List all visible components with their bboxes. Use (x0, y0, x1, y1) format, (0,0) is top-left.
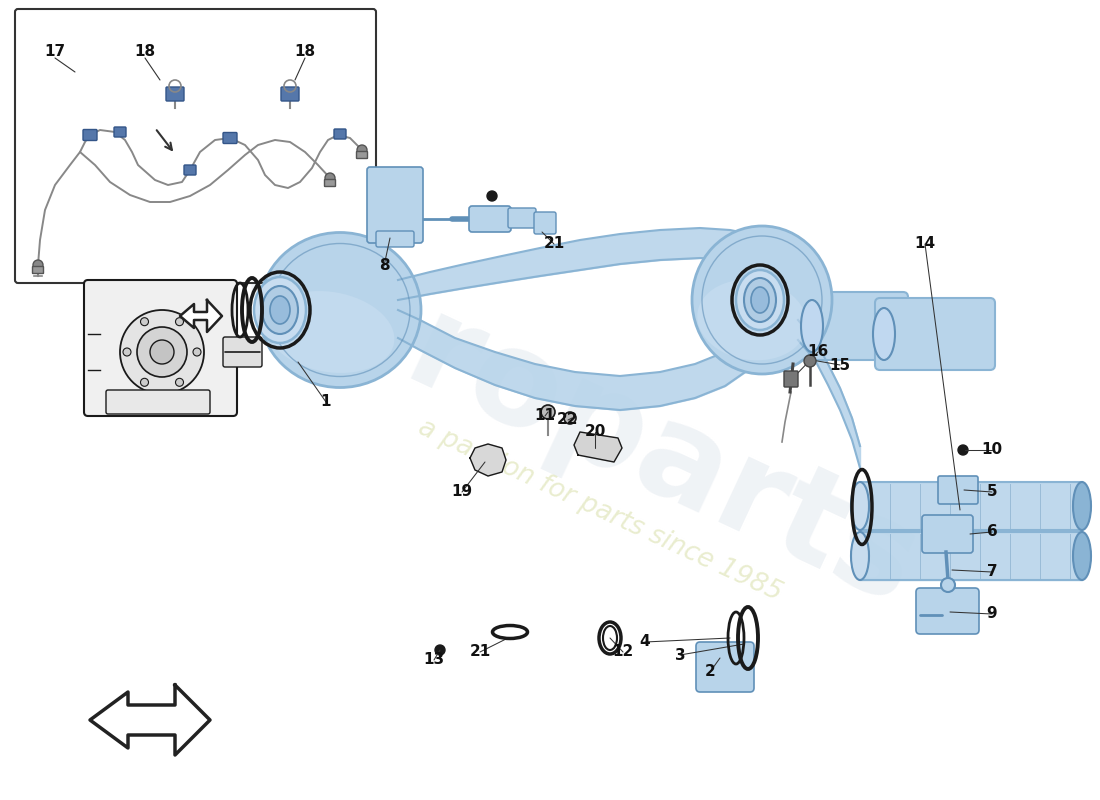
Circle shape (804, 355, 816, 367)
FancyBboxPatch shape (334, 129, 346, 139)
FancyBboxPatch shape (376, 231, 414, 247)
Text: 17: 17 (44, 45, 66, 59)
FancyBboxPatch shape (280, 87, 299, 101)
Ellipse shape (851, 482, 869, 530)
FancyBboxPatch shape (184, 165, 196, 175)
Circle shape (138, 327, 187, 377)
FancyBboxPatch shape (803, 292, 908, 360)
Polygon shape (195, 302, 230, 328)
FancyBboxPatch shape (223, 133, 236, 143)
Text: 10: 10 (981, 442, 1002, 458)
Polygon shape (574, 432, 622, 462)
Text: a passion for parts since 1985: a passion for parts since 1985 (414, 414, 786, 606)
Text: 14: 14 (914, 237, 936, 251)
FancyBboxPatch shape (114, 127, 126, 137)
Ellipse shape (270, 296, 290, 324)
Text: 4: 4 (640, 634, 650, 650)
FancyBboxPatch shape (922, 515, 974, 553)
Text: 1: 1 (321, 394, 331, 410)
Circle shape (176, 378, 184, 386)
Text: 22: 22 (558, 413, 579, 427)
Ellipse shape (851, 532, 869, 580)
Text: 2: 2 (705, 665, 715, 679)
Ellipse shape (692, 226, 832, 374)
Circle shape (324, 173, 336, 183)
Text: 5: 5 (987, 485, 998, 499)
Circle shape (564, 412, 576, 424)
Polygon shape (180, 300, 222, 332)
Text: 18: 18 (295, 45, 316, 59)
FancyBboxPatch shape (784, 371, 798, 387)
FancyBboxPatch shape (696, 642, 754, 692)
Ellipse shape (1072, 532, 1091, 580)
Circle shape (150, 340, 174, 364)
Circle shape (141, 378, 149, 386)
Circle shape (541, 405, 556, 419)
Circle shape (33, 260, 43, 270)
Ellipse shape (258, 233, 421, 387)
FancyBboxPatch shape (15, 9, 376, 283)
Ellipse shape (736, 270, 784, 330)
Ellipse shape (254, 277, 306, 343)
Ellipse shape (262, 286, 298, 334)
FancyBboxPatch shape (223, 337, 262, 367)
Ellipse shape (744, 278, 775, 322)
FancyBboxPatch shape (106, 390, 210, 414)
Text: 16: 16 (807, 345, 828, 359)
FancyBboxPatch shape (82, 130, 97, 141)
Text: 21: 21 (470, 645, 491, 659)
Text: 6: 6 (987, 525, 998, 539)
Circle shape (940, 578, 955, 592)
Text: 13: 13 (424, 653, 444, 667)
Text: 8: 8 (378, 258, 389, 274)
Circle shape (123, 348, 131, 356)
Text: 12: 12 (613, 645, 634, 659)
FancyBboxPatch shape (534, 212, 556, 234)
Ellipse shape (265, 291, 395, 373)
Circle shape (487, 191, 497, 201)
FancyBboxPatch shape (469, 206, 512, 232)
Polygon shape (90, 685, 210, 755)
FancyBboxPatch shape (508, 208, 536, 228)
FancyBboxPatch shape (166, 87, 184, 101)
Text: 19: 19 (451, 485, 473, 499)
Polygon shape (470, 444, 506, 476)
Ellipse shape (751, 287, 769, 313)
Text: 20: 20 (584, 425, 606, 439)
Circle shape (434, 645, 446, 655)
Ellipse shape (1072, 482, 1091, 530)
Text: 7: 7 (987, 565, 998, 579)
FancyBboxPatch shape (874, 298, 996, 370)
FancyBboxPatch shape (324, 179, 336, 186)
Circle shape (120, 310, 204, 394)
FancyBboxPatch shape (938, 476, 978, 504)
Text: 18: 18 (134, 45, 155, 59)
Circle shape (176, 318, 184, 326)
Ellipse shape (801, 300, 823, 352)
Text: 3: 3 (674, 647, 685, 662)
Circle shape (358, 145, 367, 155)
Ellipse shape (873, 308, 895, 360)
Circle shape (958, 445, 968, 455)
Ellipse shape (697, 280, 806, 360)
Text: 9: 9 (987, 606, 998, 622)
FancyBboxPatch shape (84, 280, 236, 416)
Text: 11: 11 (535, 409, 556, 423)
FancyBboxPatch shape (356, 151, 367, 158)
Text: europarts: europarts (222, 208, 937, 632)
Circle shape (192, 348, 201, 356)
FancyBboxPatch shape (367, 167, 424, 243)
FancyBboxPatch shape (916, 588, 979, 634)
FancyBboxPatch shape (33, 266, 44, 274)
Text: 15: 15 (829, 358, 850, 373)
Circle shape (141, 318, 149, 326)
Text: 21: 21 (543, 237, 564, 251)
